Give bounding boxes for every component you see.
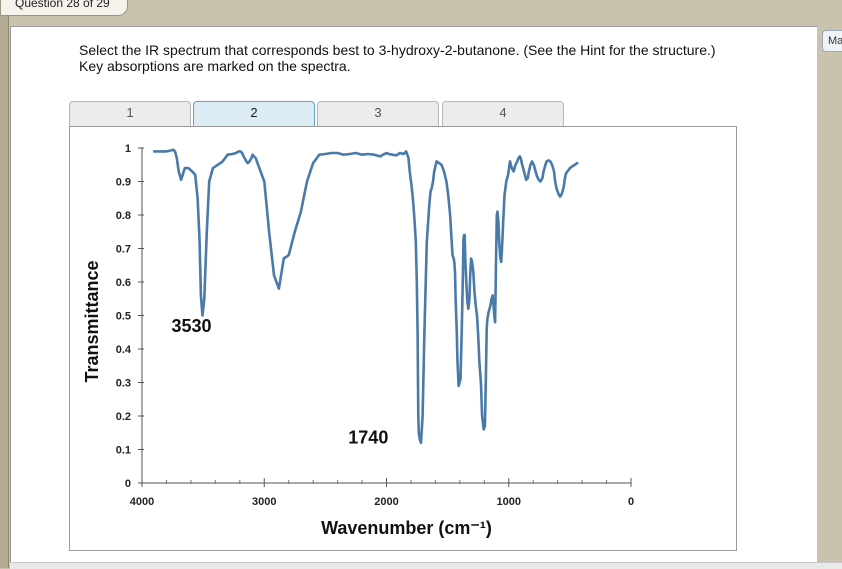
x-tick-label: 0 [628, 496, 634, 508]
prompt-line-2: Key absorptions are marked on the spectr… [79, 58, 351, 74]
tab-spectrum-3[interactable]: 3 [317, 101, 439, 127]
side-menu-button[interactable]: Ma [822, 30, 842, 52]
x-tick-label: 2000 [374, 496, 398, 508]
y-tick-label: 0.3 [116, 378, 131, 390]
spectrum-trace [152, 148, 579, 445]
question-prompt: Select the IR spectrum that corresponds … [79, 42, 819, 74]
ir-spectrum-chart: 0 0.1 0.2 0.3 0.4 0.5 0.6 0.7 0.8 0.9 1 4000 3000 200… [82, 143, 634, 538]
y-tick-label: 0.7 [116, 244, 131, 256]
x-tick-label: 1000 [497, 496, 521, 508]
x-axis-title: Wavenumber (cm⁻¹) [321, 518, 492, 538]
y-tick-label: 0.4 [116, 344, 132, 356]
y-tick-label: 0 [125, 478, 131, 490]
tab-spectrum-2[interactable]: 2 [193, 101, 315, 127]
spectrum-panel: 0 0.1 0.2 0.3 0.4 0.5 0.6 0.7 0.8 0.9 1 4000 3000 200… [69, 126, 737, 551]
y-tick-label: 0.2 [116, 411, 131, 423]
y-tick-label: 0.1 [116, 445, 131, 457]
tab-spectrum-1[interactable]: 1 [69, 101, 191, 127]
y-tick-label: 0.6 [116, 277, 131, 289]
peak-label: 1740 [348, 427, 388, 447]
x-tick-label: 4000 [130, 496, 154, 508]
question-counter-tab[interactable]: Question 28 of 29 [0, 0, 128, 16]
y-tick-label: 0.9 [116, 177, 131, 189]
y-tick-label: 0.5 [116, 311, 131, 323]
y-tick-label: 1 [125, 143, 131, 155]
x-tick-label: 3000 [252, 496, 276, 508]
left-frame-strip [0, 0, 9, 568]
bottom-toolbar [10, 562, 842, 569]
peak-label: 3530 [171, 316, 211, 336]
y-tick-label: 0.8 [116, 210, 131, 222]
prompt-line-1: Select the IR spectrum that corresponds … [79, 42, 716, 58]
tab-spectrum-4[interactable]: 4 [442, 101, 564, 127]
y-axis-title: Transmittance [82, 260, 102, 382]
